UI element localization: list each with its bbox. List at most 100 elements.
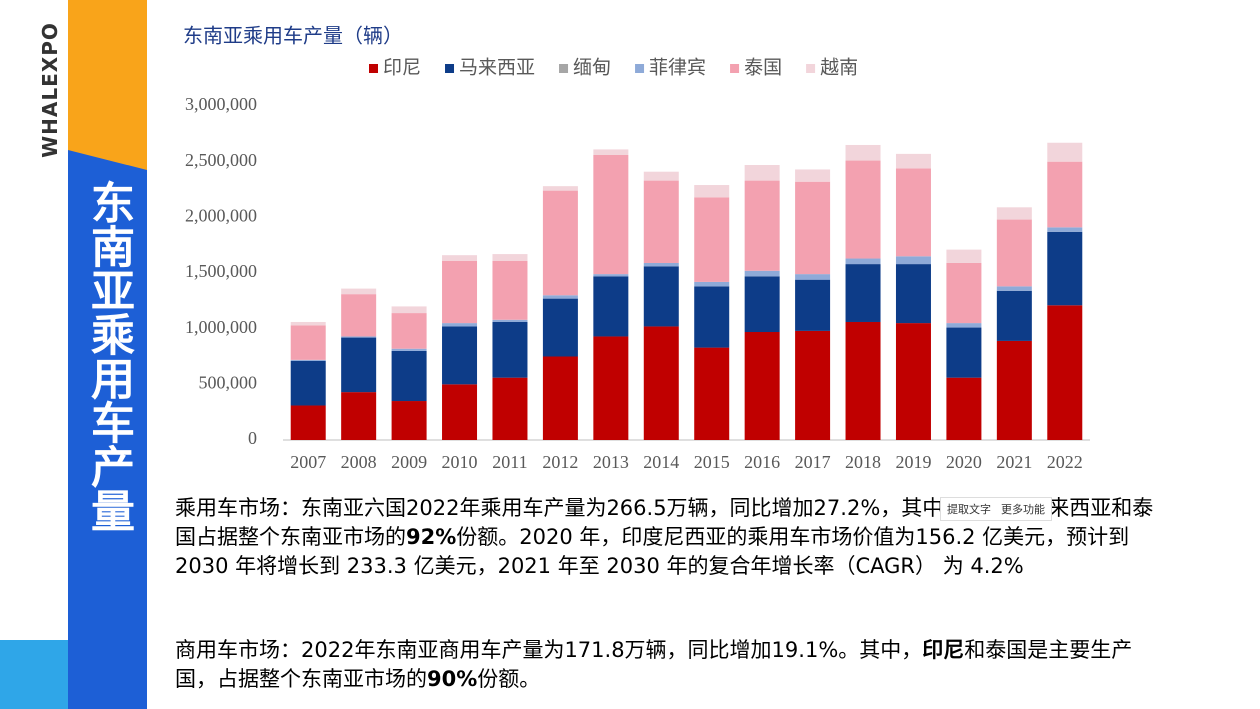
legend-swatch — [559, 64, 569, 73]
x-tick-label: 2021 — [996, 452, 1032, 472]
y-tick-label: 0 — [248, 428, 257, 448]
bar-segment — [946, 327, 982, 378]
x-tick-label: 2007 — [290, 452, 326, 472]
legend-swatch — [730, 64, 740, 73]
legend-label: 越南 — [820, 56, 858, 78]
bar-segment — [946, 262, 982, 324]
text: 92% — [406, 525, 457, 549]
legend-swatch — [806, 64, 816, 73]
toolbar: 提取文字 更多功能 — [940, 497, 1052, 521]
bar-segment — [492, 260, 528, 320]
bar-segment — [643, 171, 679, 181]
bar-segment — [694, 281, 730, 287]
bar-segment — [492, 377, 528, 440]
accent-orange — [68, 0, 147, 170]
legend-label: 马来西亚 — [459, 56, 535, 78]
bar-segment — [795, 274, 831, 280]
x-tick-label: 2013 — [593, 452, 629, 472]
bar-segment — [341, 392, 377, 440]
bar-segment — [694, 347, 730, 440]
more-button[interactable]: 更多功能 — [1001, 503, 1045, 516]
bar-segment — [996, 219, 1032, 287]
bar-segment — [290, 360, 326, 406]
x-tick-label: 2014 — [643, 452, 679, 472]
bar-segment — [593, 274, 629, 277]
bar-segment — [442, 326, 478, 385]
bar-segment — [694, 286, 730, 348]
bar-segment — [895, 256, 931, 265]
bar-segment — [593, 336, 629, 440]
bar-segment — [643, 266, 679, 327]
bar-segment — [391, 313, 427, 349]
bar-segment — [492, 254, 528, 261]
bar-segment — [694, 185, 730, 198]
bar-segment — [946, 249, 982, 263]
bar-segment — [795, 279, 831, 331]
x-tick-label: 2022 — [1047, 452, 1083, 472]
bar-segment — [744, 270, 780, 277]
text: 和泰国是主要生产国，占据整个东南亚市场的 — [175, 638, 1133, 691]
legend-label: 缅甸 — [573, 56, 611, 78]
bar-segment — [442, 260, 478, 324]
bar-segment — [744, 276, 780, 333]
paragraph: 商用车市场：2022年东南亚商用车产量为171.8万辆，同比增加19.1%。其中… — [175, 636, 1155, 694]
bar-segment — [1047, 142, 1083, 162]
bar-segment — [290, 321, 326, 326]
bar-segment — [744, 165, 780, 181]
bar-segment — [1047, 305, 1083, 440]
bar-segment — [1047, 227, 1083, 232]
extract-text-button[interactable]: 提取文字 — [947, 503, 991, 516]
x-tick-label: 2015 — [694, 452, 730, 472]
bar-segment — [1047, 161, 1083, 228]
y-tick-label: 2,000,000 — [185, 205, 257, 225]
bar-segment — [845, 264, 881, 322]
bar-segment — [845, 258, 881, 265]
x-tick-label: 2008 — [341, 452, 377, 472]
legend-label: 菲律宾 — [649, 56, 706, 78]
bar-segment — [795, 330, 831, 440]
bar-segment — [895, 168, 931, 257]
bar-segment — [946, 377, 982, 440]
bar-segment — [341, 337, 377, 393]
x-tick-label: 2009 — [391, 452, 427, 472]
legend-swatch — [445, 64, 455, 73]
bar-segment — [946, 323, 982, 328]
x-tick-label: 2017 — [795, 452, 831, 472]
bar-segment — [290, 359, 326, 361]
bar-segment — [996, 290, 1032, 341]
bar-segment — [996, 207, 1032, 220]
y-tick-label: 1,500,000 — [185, 261, 257, 281]
legend-label: 泰国 — [744, 56, 782, 78]
left-panel — [0, 0, 68, 709]
bar-segment — [442, 323, 478, 327]
y-tick-label: 500,000 — [199, 372, 258, 392]
legend-swatch — [369, 64, 378, 73]
bar-segment — [895, 323, 931, 440]
bar-segment — [341, 288, 377, 295]
bar-segment — [593, 149, 629, 155]
x-tick-label: 2011 — [492, 452, 527, 472]
text: 份额。2020 年，印度尼西亚的乘用车市场价值为156.2 亿美元，预计到 20… — [175, 525, 1130, 578]
bar-segment — [643, 262, 679, 267]
bar-segment — [290, 405, 326, 440]
bar-segment — [744, 180, 780, 271]
bar-segment — [442, 255, 478, 261]
bar-segment — [542, 186, 578, 191]
bar-segment — [593, 154, 629, 275]
y-tick-label: 2,500,000 — [185, 150, 257, 170]
accent-blue — [68, 150, 147, 709]
x-tick-label: 2019 — [895, 452, 931, 472]
y-tick-label: 1,000,000 — [185, 317, 257, 337]
chart-title: 东南亚乘用车产量（辆） — [183, 25, 403, 48]
bar-segment — [1047, 231, 1083, 306]
y-tick-label: 3,000,000 — [185, 94, 257, 114]
legend-label: 印尼 — [383, 56, 421, 78]
bar-segment — [341, 294, 377, 337]
bar-segment — [593, 276, 629, 337]
logo-box — [0, 640, 68, 709]
bar-segment — [442, 384, 478, 440]
bar-segment — [996, 340, 1032, 440]
bar-segment — [996, 286, 1032, 291]
side-title: 东南亚乘用车产量 — [83, 180, 134, 532]
x-tick-label: 2012 — [542, 452, 578, 472]
